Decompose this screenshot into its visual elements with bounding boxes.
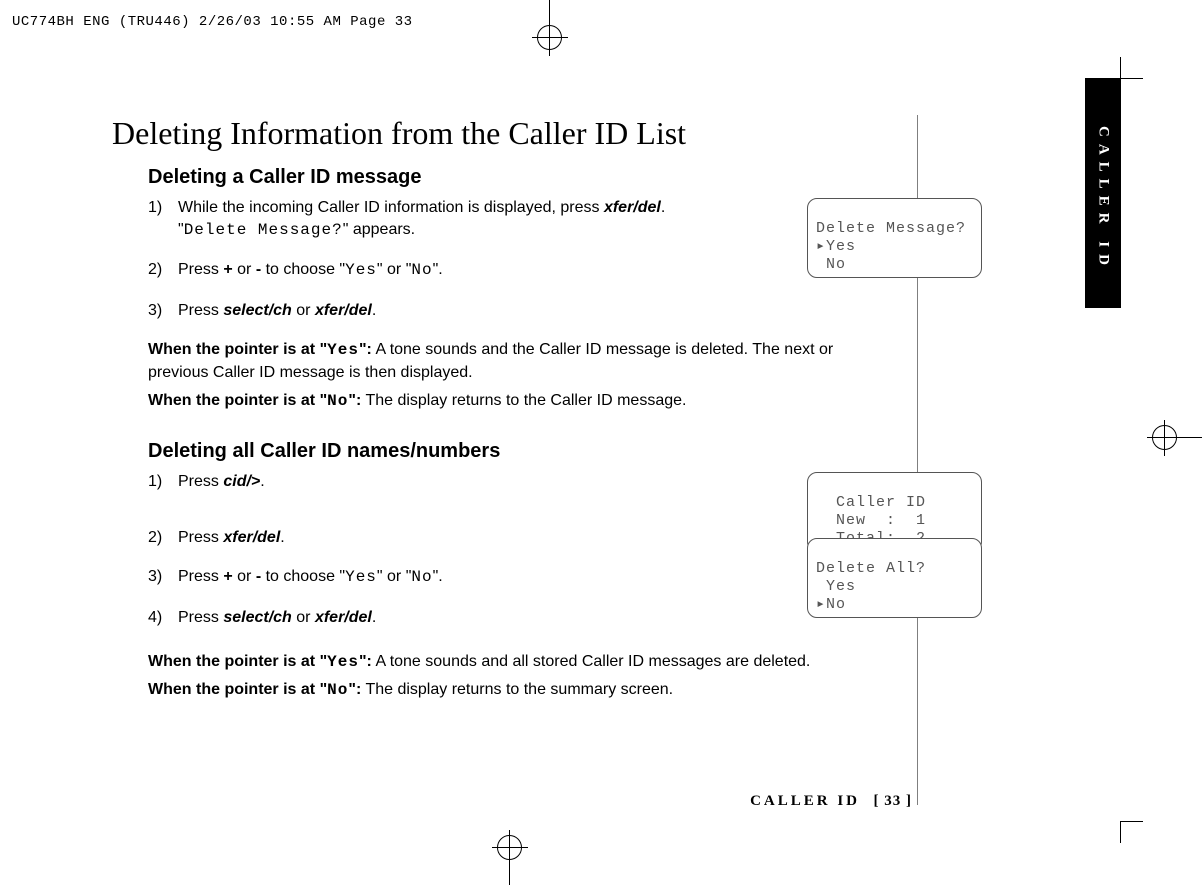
- trim-mark: [1120, 57, 1121, 79]
- trim-mark: [1121, 821, 1143, 822]
- pointer-no-note: When the pointer is at "No": The display…: [148, 679, 902, 702]
- step: 4) Press select/ch or xfer/del.: [148, 607, 902, 629]
- trim-mark: [1121, 78, 1143, 79]
- section-delete-all: Deleting all Caller ID names/numbers Cal…: [112, 440, 902, 702]
- step: 2) Press + or - to choose "Yes" or "No".: [148, 259, 902, 282]
- section-delete-one: Deleting a Caller ID message Delete Mess…: [112, 166, 902, 412]
- lcd-delete-message: Delete Message? ▸Yes No: [807, 198, 982, 278]
- page-title: Deleting Information from the Caller ID …: [112, 115, 902, 152]
- pointer-yes-note: When the pointer is at "Yes": A tone sou…: [148, 651, 902, 674]
- crop-mark-top: [530, 0, 570, 50]
- step: 1) While the incoming Caller ID informat…: [148, 197, 902, 241]
- page-content: Deleting Information from the Caller ID …: [112, 115, 902, 708]
- page-footer: CALLER ID [ 33 ]: [750, 793, 912, 810]
- section-heading: Deleting all Caller ID names/numbers: [148, 440, 902, 463]
- step: 2) Press xfer/del.: [148, 527, 902, 549]
- pointer-yes-note: When the pointer is at "Yes": A tone sou…: [148, 339, 902, 383]
- crop-mark-right: [1152, 418, 1202, 458]
- pointer-no-note: When the pointer is at "No": The display…: [148, 390, 902, 413]
- step: 3) Press select/ch or xfer/del.: [148, 300, 902, 322]
- step: 1) Press cid/>.: [148, 471, 902, 493]
- side-tab: CALLER ID: [1085, 78, 1121, 308]
- step: 3) Press + or - to choose "Yes" or "No".: [148, 566, 902, 589]
- crop-mark-bottom: [490, 835, 530, 885]
- section-heading: Deleting a Caller ID message: [148, 166, 902, 189]
- print-header: UC774BH ENG (TRU446) 2/26/03 10:55 AM Pa…: [12, 14, 413, 30]
- lcd-delete-all: Delete All? Yes ▸No: [807, 538, 982, 618]
- trim-mark: [1120, 821, 1121, 843]
